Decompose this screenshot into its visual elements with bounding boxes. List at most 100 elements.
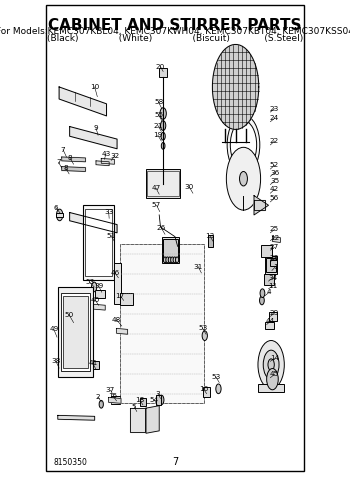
Text: 38: 38 — [51, 358, 61, 364]
Text: 11: 11 — [268, 283, 277, 289]
Text: 13: 13 — [205, 233, 215, 239]
Text: 7: 7 — [172, 457, 178, 467]
Text: 5: 5 — [132, 404, 136, 410]
Text: 20: 20 — [156, 64, 165, 70]
Text: 49: 49 — [49, 327, 58, 332]
Polygon shape — [117, 328, 128, 334]
Text: 42: 42 — [270, 186, 279, 192]
Polygon shape — [272, 237, 280, 242]
Circle shape — [260, 296, 264, 305]
Bar — [265, 256, 277, 274]
Bar — [163, 239, 178, 261]
Text: 28: 28 — [270, 256, 279, 261]
Text: 6: 6 — [54, 205, 58, 211]
Text: (Black)              (White)              (Biscuit)            (S.Steel): (Black) (White) (Biscuit) (S.Steel) — [47, 34, 303, 43]
Polygon shape — [70, 127, 117, 149]
Text: 27: 27 — [270, 244, 279, 250]
Bar — [203, 387, 210, 397]
Text: 12: 12 — [270, 235, 279, 241]
Text: 35: 35 — [270, 178, 279, 184]
Circle shape — [267, 369, 278, 390]
Polygon shape — [93, 304, 105, 310]
Polygon shape — [108, 398, 121, 403]
Text: 47: 47 — [152, 185, 161, 191]
Text: 22: 22 — [270, 138, 279, 144]
Text: 16: 16 — [199, 386, 208, 392]
Text: 4: 4 — [267, 289, 272, 295]
Circle shape — [173, 257, 176, 263]
Text: 8150350: 8150350 — [54, 458, 88, 467]
Circle shape — [168, 257, 172, 263]
Circle shape — [99, 400, 103, 408]
Text: 51: 51 — [107, 233, 116, 239]
Text: 33: 33 — [104, 209, 113, 214]
Text: For Models:KEMC307KBL04, KEMC307KWH04, KEMC307KBT04, KEMC307KSS04: For Models:KEMC307KBL04, KEMC307KWH04, K… — [0, 27, 350, 36]
Circle shape — [160, 108, 166, 119]
Text: 2: 2 — [96, 394, 100, 400]
Bar — [264, 274, 274, 285]
Text: 34: 34 — [268, 275, 278, 281]
Circle shape — [268, 359, 274, 370]
Bar — [162, 237, 179, 263]
Polygon shape — [130, 408, 145, 432]
Bar — [156, 395, 161, 405]
Bar — [261, 245, 272, 257]
Circle shape — [230, 121, 257, 169]
Circle shape — [202, 331, 208, 341]
Text: 56: 56 — [270, 195, 279, 201]
Text: 46: 46 — [110, 270, 120, 276]
Bar — [270, 260, 277, 266]
Text: 26: 26 — [157, 225, 166, 231]
Circle shape — [239, 171, 247, 186]
Text: 36: 36 — [270, 170, 279, 176]
Circle shape — [226, 147, 261, 210]
Text: 8: 8 — [63, 165, 68, 171]
Text: 7: 7 — [61, 147, 65, 153]
Bar — [58, 287, 93, 377]
Text: 21: 21 — [153, 123, 162, 128]
Text: 52: 52 — [270, 162, 279, 168]
Bar — [269, 312, 277, 321]
Polygon shape — [59, 87, 106, 116]
Bar — [63, 296, 88, 368]
Bar — [265, 322, 274, 329]
Circle shape — [176, 257, 179, 263]
Text: 41: 41 — [88, 360, 97, 366]
Polygon shape — [62, 167, 85, 171]
Bar — [56, 213, 63, 217]
Text: 1: 1 — [273, 264, 278, 270]
Text: 30: 30 — [185, 185, 194, 190]
Polygon shape — [254, 196, 268, 215]
Bar — [147, 171, 179, 196]
Polygon shape — [254, 200, 265, 210]
Bar — [120, 244, 204, 403]
Bar — [146, 169, 180, 198]
Bar — [93, 361, 99, 369]
Text: 3: 3 — [155, 391, 160, 397]
Text: 53: 53 — [211, 374, 220, 380]
Polygon shape — [146, 406, 159, 433]
Polygon shape — [101, 158, 114, 164]
Circle shape — [161, 142, 165, 149]
Polygon shape — [212, 44, 259, 129]
Circle shape — [159, 395, 164, 405]
Circle shape — [163, 257, 167, 263]
Bar — [94, 290, 105, 298]
Bar — [83, 205, 114, 280]
Text: CABINET AND STIRRER PARTS: CABINET AND STIRRER PARTS — [48, 18, 302, 33]
Circle shape — [171, 257, 174, 263]
Text: 15: 15 — [108, 393, 118, 399]
Text: 19: 19 — [153, 132, 162, 138]
Text: 40: 40 — [91, 298, 100, 303]
Bar — [61, 293, 90, 371]
Text: 9: 9 — [94, 125, 98, 131]
Circle shape — [166, 257, 169, 263]
Text: 45: 45 — [270, 371, 279, 377]
Circle shape — [161, 132, 165, 140]
Circle shape — [227, 115, 260, 175]
Polygon shape — [58, 415, 94, 420]
Polygon shape — [70, 213, 117, 233]
Text: 8: 8 — [68, 156, 72, 161]
Text: 54: 54 — [150, 397, 159, 403]
Text: 23: 23 — [270, 106, 279, 112]
